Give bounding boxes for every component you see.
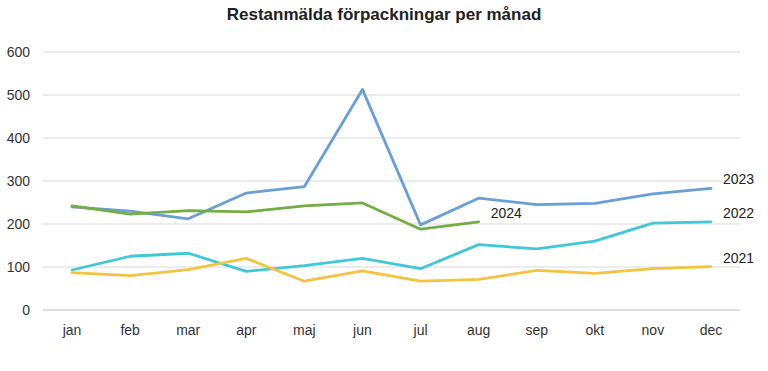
y-tick-label: 200 xyxy=(7,216,31,232)
chart-svg: Restanmälda förpackningar per månad 0 100 2… xyxy=(0,0,768,371)
series-line xyxy=(72,89,711,224)
series-label: 2023 xyxy=(723,171,754,187)
grid-line xyxy=(43,138,740,139)
series-line xyxy=(72,203,479,229)
x-tick-label: nov xyxy=(642,322,665,338)
series-label: 2024 xyxy=(491,205,522,221)
chart-container: Restanmälda förpackningar per månad 0 100 2… xyxy=(0,0,768,371)
y-tick-label: 400 xyxy=(7,130,31,146)
series-line xyxy=(72,258,711,281)
grid xyxy=(43,52,740,310)
x-tick-label: sep xyxy=(525,322,548,338)
x-tick-label: dec xyxy=(700,322,723,338)
grid-line xyxy=(43,310,740,311)
x-tick-label: feb xyxy=(120,322,140,338)
y-tick-label: 300 xyxy=(7,173,31,189)
x-tick-label: maj xyxy=(293,322,316,338)
series-line xyxy=(72,222,711,271)
grid-line xyxy=(43,52,740,53)
x-tick-label: jan xyxy=(62,322,82,338)
y-tick-label: 0 xyxy=(22,302,30,318)
x-tick-label: apr xyxy=(236,322,257,338)
series-label: 2022 xyxy=(723,205,754,221)
x-tick-label: aug xyxy=(467,322,490,338)
y-tick-label: 100 xyxy=(7,259,31,275)
y-axis-line xyxy=(43,52,44,310)
grid-line xyxy=(43,267,740,268)
x-tick-label: jun xyxy=(352,322,372,338)
series-label: 2021 xyxy=(723,250,754,266)
series-group xyxy=(72,89,711,281)
x-tick-label: mar xyxy=(176,322,200,338)
x-tick-label: jul xyxy=(413,322,428,338)
x-tick-label: okt xyxy=(585,322,604,338)
y-tick-label: 600 xyxy=(7,44,31,60)
grid-line xyxy=(43,224,740,225)
grid-line xyxy=(43,181,740,182)
chart-title: Restanmälda förpackningar per månad xyxy=(227,5,542,24)
grid-line xyxy=(43,95,740,96)
y-tick-label: 500 xyxy=(7,87,31,103)
